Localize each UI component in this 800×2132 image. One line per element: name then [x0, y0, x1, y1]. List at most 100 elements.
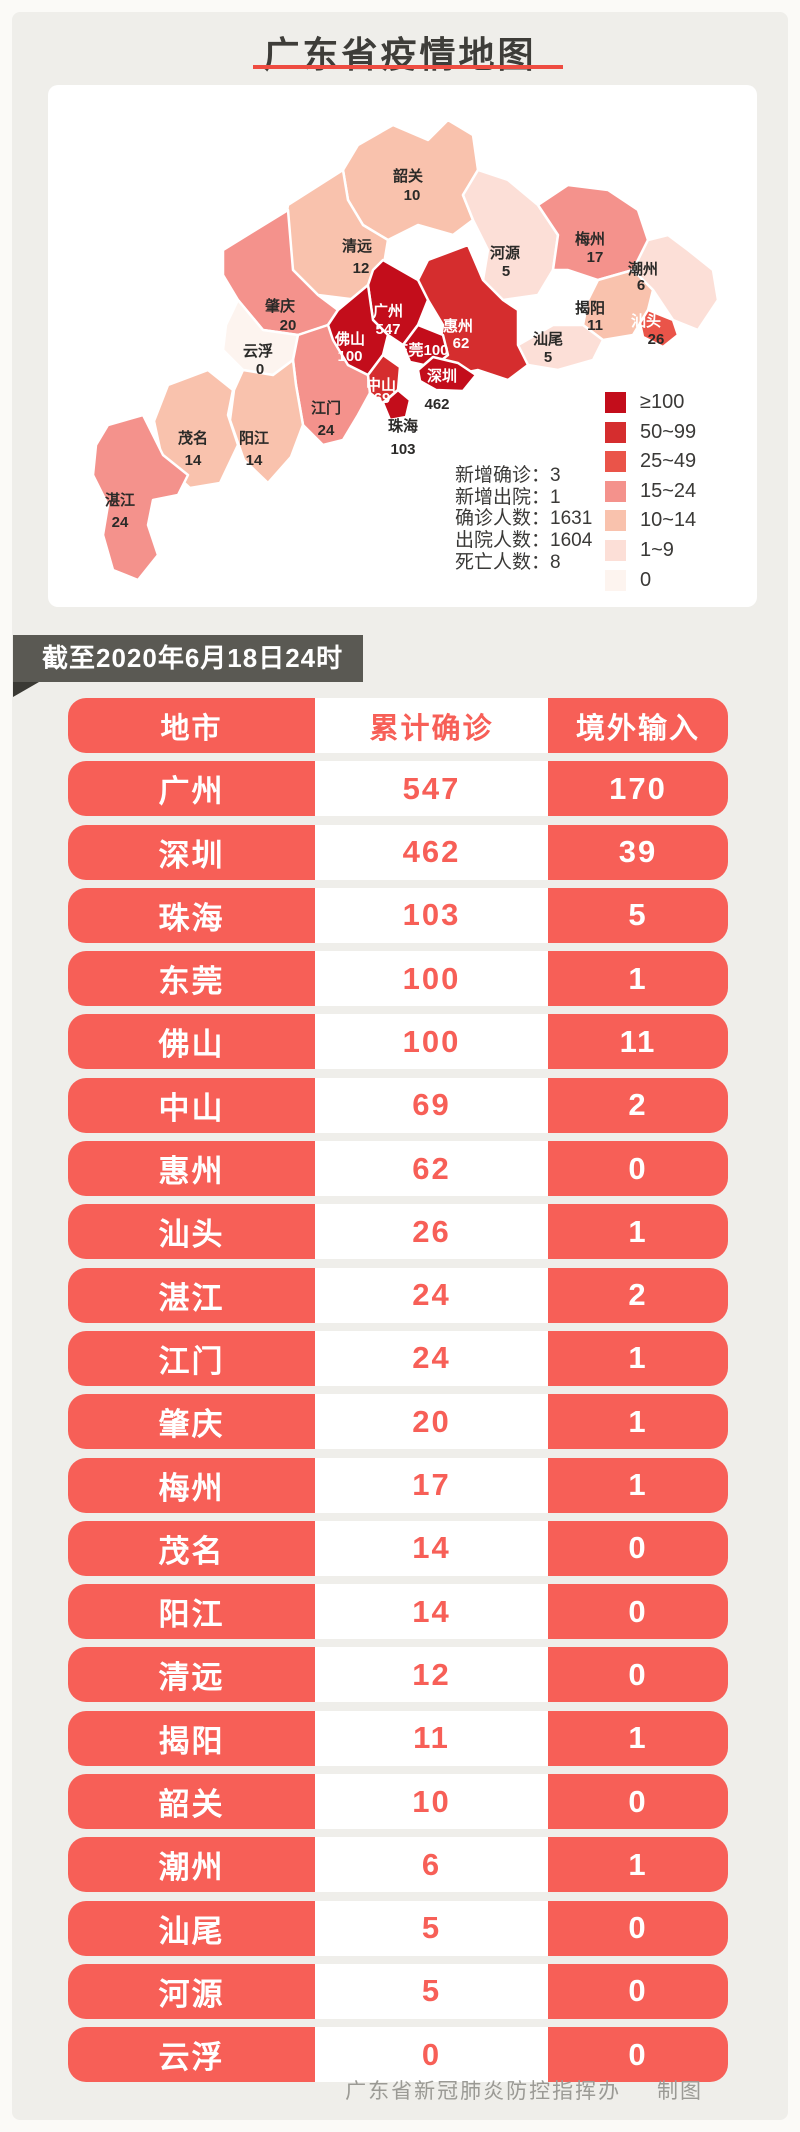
table-cell: 62 — [315, 1141, 548, 1197]
table-row: 云浮 0 0 — [68, 2027, 728, 2083]
map-label-qingyuan: 清远 — [342, 237, 372, 255]
table-cell: 2 — [548, 1267, 728, 1323]
map-region-dongguan — [401, 323, 450, 369]
table-cell: 11 — [315, 1710, 548, 1766]
table-row: 潮州 6 1 — [68, 1837, 728, 1893]
table-row: 肇庆 20 1 — [68, 1394, 728, 1450]
map-stat-line: 新增确诊：3 — [455, 465, 561, 486]
page-title: 广东省疫情地图 — [263, 34, 537, 75]
table-cell: 5 — [548, 887, 728, 943]
footer: 广东省新冠肺炎防控指挥办 制图 — [345, 2075, 703, 2105]
table-row: 中山 69 2 — [68, 1077, 728, 1133]
map-value-zhanjiang: 24 — [112, 514, 129, 531]
table-cell: 0 — [548, 1963, 728, 2019]
table-cell: 梅州 — [68, 1457, 315, 1513]
table-cell: 惠州 — [68, 1141, 315, 1197]
map-label-shanwei: 汕尾 — [533, 330, 563, 348]
map-region-chaozhou — [631, 233, 720, 332]
legend-swatch — [605, 539, 626, 561]
map-region-shenzhen — [416, 355, 478, 393]
legend-label: ≥100 — [640, 391, 685, 413]
table-cell: 0 — [548, 1141, 728, 1197]
table-cell: 14 — [315, 1584, 548, 1640]
table-cell: 39 — [548, 824, 728, 880]
table-cell: 云浮 — [68, 2027, 315, 2083]
table-cell: 广州 — [68, 761, 315, 817]
legend-swatch — [605, 451, 626, 473]
map-value-qingyuan: 12 — [353, 260, 370, 277]
map-legend: ≥100 50~99 25~49 15~24 10~14 1~9 0 — [605, 391, 697, 599]
table-row: 广州 547 170 — [68, 761, 728, 817]
table-cell: 阳江 — [68, 1584, 315, 1640]
table-cell: 韶关 — [68, 1774, 315, 1830]
table-cell: 深圳 — [68, 824, 315, 880]
table-cell: 69 — [315, 1077, 548, 1133]
map-value-yunfu: 0 — [256, 361, 264, 378]
map-value-heyuan: 5 — [502, 263, 510, 280]
infographic-canvas: 广东省疫情地图 韶关 10 清远 12 河源 5 梅州 17 潮州 6 揭阳 11 汕尾 5 惠州 62 肇庆 2… — [12, 12, 788, 2120]
map-label-shantou: 汕头 — [631, 312, 661, 330]
table-cell: 0 — [548, 2027, 728, 2083]
map-card: 韶关 10 清远 12 河源 5 梅州 17 潮州 6 揭阳 11 汕尾 5 惠州 62 肇庆 20 云浮 0 江门 24… — [48, 85, 757, 607]
map-region-guangzhou — [366, 258, 430, 347]
table-cell: 12 — [315, 1647, 548, 1703]
map-value-jiangmen: 24 — [318, 422, 335, 439]
table-row: 汕尾 5 0 — [68, 1900, 728, 1956]
map-value-shantou: 26 — [648, 331, 665, 348]
table-cell: 24 — [315, 1330, 548, 1386]
table-cell: 103 — [315, 887, 548, 943]
table-cell: 汕头 — [68, 1204, 315, 1260]
map-region-yangjiang — [228, 358, 305, 485]
table-cell: 0 — [548, 1520, 728, 1576]
table-cell: 佛山 — [68, 1014, 315, 1070]
map-value-chaozhou: 6 — [637, 277, 645, 294]
table-header-row: 地市 累计确诊 境外输入 — [68, 698, 728, 753]
table-cell: 6 — [315, 1837, 548, 1893]
title-underline — [253, 65, 563, 69]
map-value-huizhou: 62 — [453, 335, 470, 352]
map-value-shenzhen: 462 — [424, 396, 449, 413]
map-value-zhaoqing: 20 — [280, 317, 297, 334]
table-cell: 17 — [315, 1457, 548, 1513]
map-label-zhuhai: 珠海 — [388, 417, 418, 435]
table-cell: 1 — [548, 951, 728, 1007]
table-cell: 珠海 — [68, 887, 315, 943]
table-row: 河源 5 0 — [68, 1963, 728, 2019]
map-value-maoming: 14 — [185, 452, 202, 469]
map-label-dongguan: 东莞100 — [393, 341, 448, 359]
legend-item: 10~14 — [605, 509, 697, 532]
legend-item: 25~49 — [605, 450, 696, 473]
legend-label: 0 — [640, 568, 652, 591]
table-cell: 0 — [548, 1584, 728, 1640]
table-cell: 1 — [548, 1710, 728, 1766]
legend-item: ≥100 — [605, 391, 696, 413]
legend-swatch — [605, 480, 626, 502]
map-value-shanwei: 5 — [544, 349, 552, 366]
table-row: 阳江 14 0 — [68, 1584, 728, 1640]
map-label-jieyang: 揭阳 — [575, 299, 605, 317]
legend-swatch — [605, 421, 626, 443]
map-value-foshan: 100 — [337, 348, 362, 365]
map-label-heyuan: 河源 — [490, 244, 520, 262]
table-cell: 26 — [315, 1204, 548, 1260]
table-cell: 0 — [548, 1647, 728, 1703]
table-row: 湛江 24 2 — [68, 1267, 728, 1323]
table-cell: 100 — [315, 1014, 548, 1070]
table-row: 揭阳 11 1 — [68, 1710, 728, 1766]
map-value-meizhou: 17 — [587, 249, 604, 266]
table-cell: 汕尾 — [68, 1900, 315, 1956]
legend-label: 10~14 — [640, 509, 697, 532]
map-label-zhanjiang: 湛江 — [105, 491, 135, 509]
table-cell: 0 — [548, 1774, 728, 1830]
footer-org: 广东省新冠肺炎防控指挥办 — [345, 2080, 622, 2103]
table-cell: 5 — [315, 1900, 548, 1956]
table-cell: 揭阳 — [68, 1710, 315, 1766]
map-value-guangzhou: 547 — [375, 321, 400, 338]
table-cell: 茂名 — [68, 1520, 315, 1576]
city-table: 地市 累计确诊 境外输入 广州 547 170 深圳 462 39 珠海 103 5 东莞 100 1 佛山 1… — [68, 698, 728, 2091]
legend-item: 50~99 — [605, 421, 696, 443]
map-region-shantou — [638, 308, 680, 349]
table-row: 珠海 103 5 — [68, 887, 728, 943]
map-region-shanwei — [516, 323, 605, 372]
table-header-cell: 累计确诊 — [315, 698, 548, 753]
